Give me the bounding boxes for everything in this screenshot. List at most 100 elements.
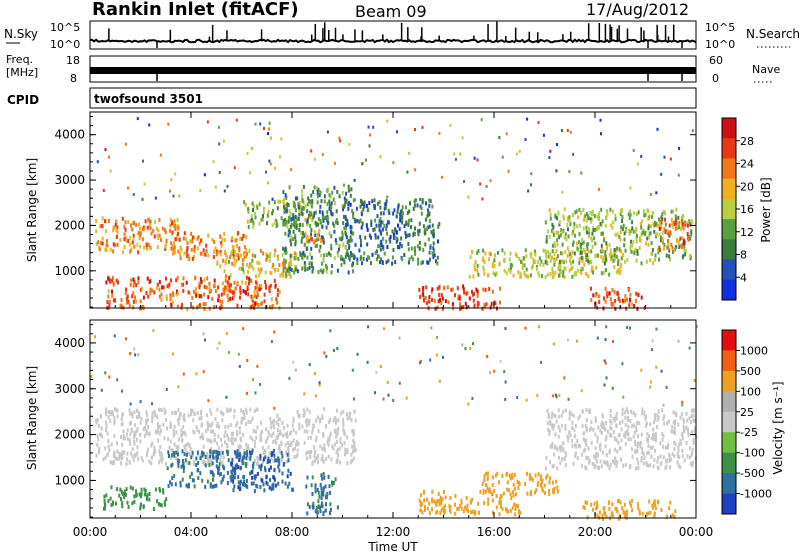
colorbar-segment xyxy=(722,432,736,454)
power-cell xyxy=(667,246,670,251)
velocity-cell xyxy=(428,501,431,506)
velocity-cell xyxy=(261,478,264,483)
power-sparse-cell xyxy=(379,155,382,159)
power-cell xyxy=(581,250,583,255)
power-cell xyxy=(335,241,338,245)
power-cell xyxy=(244,290,247,294)
power-cell xyxy=(344,245,347,250)
power-cell xyxy=(241,262,244,267)
velocity-cell xyxy=(576,456,579,461)
power-cell xyxy=(242,257,245,262)
power-cell xyxy=(176,234,179,238)
power-cell xyxy=(276,292,279,297)
velocity-cell xyxy=(237,480,240,485)
velocity-cell xyxy=(329,502,332,507)
velocity-cell xyxy=(177,421,180,426)
power-cell xyxy=(600,255,603,260)
velocity-cell xyxy=(552,426,555,431)
velocity-cell xyxy=(217,434,220,439)
velocity-cell xyxy=(162,490,165,495)
power-sparse-cell xyxy=(354,198,356,202)
power-cell xyxy=(488,257,491,262)
velocity-cell xyxy=(245,422,247,426)
colorbar-segment xyxy=(722,493,736,515)
velocity-cell xyxy=(298,413,301,418)
velocity-cell xyxy=(625,407,628,412)
velocity-cell xyxy=(105,420,108,425)
power-cell xyxy=(354,242,357,247)
velocity-cell xyxy=(349,411,352,416)
velocity-cell xyxy=(444,509,446,514)
power-cell xyxy=(344,200,347,205)
velocity-sparse-cell xyxy=(467,402,470,406)
velocity-cell xyxy=(321,447,324,451)
power-cell xyxy=(585,271,588,276)
velocity-cell xyxy=(643,455,646,460)
power-cell xyxy=(380,220,383,225)
velocity-cell xyxy=(641,407,644,412)
velocity-cell xyxy=(159,457,162,462)
velocity-cell xyxy=(120,490,123,495)
velocity-cell xyxy=(645,463,648,467)
velocity-cell xyxy=(465,507,468,512)
velocity-cell xyxy=(662,416,665,421)
power-cell xyxy=(351,263,354,268)
power-cell xyxy=(170,246,173,251)
power-cell xyxy=(420,211,423,216)
velocity-cell xyxy=(201,450,204,455)
velocity-cell xyxy=(131,447,134,451)
power-sparse-cell xyxy=(233,166,236,170)
velocity-cell xyxy=(622,509,625,514)
velocity-cell xyxy=(311,462,314,466)
velocity-cell xyxy=(318,494,321,499)
velocity-cell xyxy=(292,438,295,443)
velocity-cell xyxy=(172,430,175,435)
power-cell xyxy=(317,234,320,239)
power-cell xyxy=(346,222,349,227)
power-cell xyxy=(132,233,135,238)
velocity-cell xyxy=(148,492,151,496)
power-sparse-cell xyxy=(273,166,276,170)
power-cell xyxy=(423,231,426,236)
velocity-cell xyxy=(245,410,248,415)
velocity-cell xyxy=(606,429,609,434)
power-cell xyxy=(658,245,661,250)
velocity-cell xyxy=(562,409,565,414)
power-cell xyxy=(239,236,242,241)
velocity-cell xyxy=(101,434,104,439)
velocity-cell xyxy=(546,473,549,478)
power-cell xyxy=(669,257,671,262)
power-cell xyxy=(628,228,631,233)
power-cell xyxy=(123,237,126,242)
power-cell xyxy=(157,228,160,233)
power-cell xyxy=(314,210,317,215)
power-cell xyxy=(571,250,574,255)
velocity-cell xyxy=(175,445,178,450)
velocity-cell xyxy=(236,421,239,425)
velocity-cell xyxy=(323,443,326,448)
power-cell xyxy=(254,254,257,259)
power-cell xyxy=(567,227,569,232)
power-cell xyxy=(246,219,249,224)
power-cell xyxy=(675,244,677,249)
power-cell xyxy=(180,247,183,252)
velocity-cell xyxy=(238,451,241,456)
power-sparse-cell xyxy=(678,147,681,150)
velocity-cell xyxy=(173,424,176,429)
power-cell xyxy=(321,270,324,275)
velocity-cell xyxy=(345,412,348,417)
power-cell xyxy=(251,253,254,258)
velocity-cell xyxy=(594,416,597,421)
velocity-cell xyxy=(115,407,118,412)
power-cell xyxy=(235,258,238,263)
velocity-cell xyxy=(261,429,264,434)
velocity-cell xyxy=(278,446,280,450)
power-cell xyxy=(111,289,113,294)
power-cell xyxy=(295,252,298,257)
velocity-cell xyxy=(615,416,618,421)
power-cell xyxy=(476,268,479,273)
velocity-cell xyxy=(236,452,239,457)
velocity-cell xyxy=(215,464,218,469)
power-cell xyxy=(193,247,196,252)
velocity-sparse-cell xyxy=(464,347,467,351)
